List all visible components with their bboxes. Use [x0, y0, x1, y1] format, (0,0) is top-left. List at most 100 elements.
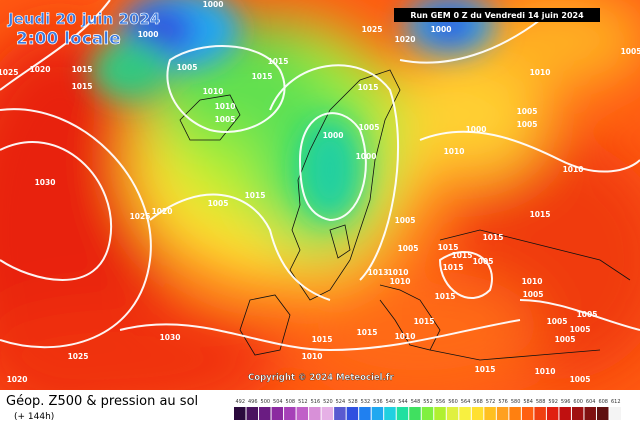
isobar-label: 1015	[475, 365, 496, 374]
colorbar-tick-label: 548	[411, 399, 421, 405]
isobar-label: 1015	[72, 65, 93, 74]
isobar-label: 1005	[177, 63, 198, 72]
colorbar-tick-label: 508	[286, 399, 296, 405]
colorbar-tick-label: 516	[311, 399, 321, 405]
colorbar-swatch	[509, 407, 521, 420]
forecast-lead: (+ 144h)	[14, 412, 54, 422]
colorbar-swatch	[596, 407, 609, 420]
colorbar-swatch	[459, 407, 471, 420]
isobar-label: 1020	[7, 375, 28, 384]
colorbar: 492 496 500 504 508 512 516 520 524 528 532 536 540 5…	[234, 399, 621, 420]
colorbar-tick-label: 520	[323, 399, 333, 405]
colorbar-tick-label: 528	[348, 399, 358, 405]
colorbar-swatch	[334, 407, 346, 420]
isobar-label: 1025	[362, 25, 383, 34]
isobar-label: 1030	[160, 333, 181, 342]
isobar-label: 1015	[443, 263, 464, 272]
colorbar-tick-label: 564	[461, 399, 471, 405]
isobar-label: 1005	[395, 216, 416, 225]
isobar-label: 1010	[522, 277, 543, 286]
colorbar-tick-label: 612	[611, 399, 621, 405]
colorbar-tick-label: 572	[486, 399, 496, 405]
isobar-label: 1005	[547, 317, 568, 326]
colorbar-swatch	[496, 407, 509, 420]
coastlines	[179, 69, 631, 361]
colorbar-tick-label: 604	[586, 399, 596, 405]
isobar-label: 1005	[398, 244, 419, 253]
colorbar-tick-label: 600	[573, 399, 583, 405]
isobar-label: 1005	[359, 123, 380, 132]
isobar-label: 1015	[245, 191, 266, 200]
isobar-label: 1005	[621, 47, 640, 56]
isobar-label: 1015	[268, 57, 289, 66]
colorbar-swatch	[259, 407, 271, 420]
colorbar-swatch	[384, 407, 396, 420]
colorbar-swatch	[234, 407, 246, 420]
isobar-label: 1005	[473, 257, 494, 266]
colorbar-tick-label: 580	[511, 399, 521, 405]
colorbar-swatch	[484, 407, 496, 420]
colorbar-swatch	[296, 407, 309, 420]
isobar-label: 1005	[570, 325, 591, 334]
colorbar-tick-label: 592	[548, 399, 558, 405]
colorbar-tick-label: 596	[561, 399, 571, 405]
colorbar-tick-label: 544	[398, 399, 408, 405]
isobar-label: 1013	[368, 268, 389, 277]
isobar-label: 1020	[30, 65, 51, 74]
isobar-label: 1015	[452, 251, 473, 260]
isobar-label: 1010	[444, 147, 465, 156]
colorbar-tick-label: 492	[235, 399, 245, 405]
isobar-label: 1010	[563, 165, 584, 174]
colorbar-swatch	[396, 407, 409, 420]
isobar-label: 1015	[252, 72, 273, 81]
colorbar-swatch	[471, 407, 484, 420]
isobar-label: 1015	[72, 82, 93, 91]
colorbar-swatch	[521, 407, 534, 420]
colorbar-tick-label: 556	[436, 399, 446, 405]
isobar-label: 1025	[0, 68, 18, 77]
colorbar-swatch	[534, 407, 546, 420]
isobar-label: 1015	[435, 292, 456, 301]
colorbar-swatch	[284, 407, 296, 420]
colorbar-tick-label: 584	[523, 399, 533, 405]
isobar-label: 1000	[356, 152, 377, 161]
isobar-label: 1010	[530, 68, 551, 77]
colorbar-tick-label: 512	[298, 399, 308, 405]
isobars	[0, 0, 640, 352]
copyright: Copyright © 2024 Meteociel.fr	[248, 373, 394, 383]
isobar-label: 1015	[530, 210, 551, 219]
isobar-label: 1005	[577, 310, 598, 319]
colorbar-tick-label: 568	[473, 399, 483, 405]
colorbar-swatch	[571, 407, 584, 420]
colorbar-swatch	[321, 407, 334, 420]
isobar-label: 1025	[130, 212, 151, 221]
colorbar-swatch	[359, 407, 371, 420]
isobar-label: 1010	[535, 367, 556, 376]
isobar-label: 1010	[302, 352, 323, 361]
isobar-label: 1005	[215, 115, 236, 124]
isobar-label: 1000	[466, 125, 487, 134]
footer-title: Géop. Z500 & pression au sol	[6, 394, 198, 409]
isobar-label: 1005	[517, 120, 538, 129]
colorbar-swatch	[371, 407, 384, 420]
colorbar-swatch	[309, 407, 321, 420]
isobar-label: 1005	[570, 375, 591, 384]
isobar-label: 1010	[203, 87, 224, 96]
colorbar-tick-label: 540	[386, 399, 396, 405]
colorbar-tick-label: 524	[336, 399, 346, 405]
colorbar-tick-label: 504	[273, 399, 283, 405]
colorbar-tick-label: 496	[248, 399, 258, 405]
colorbar-swatch	[409, 407, 421, 420]
colorbar-swatch	[559, 407, 571, 420]
isobar-label: 1015	[357, 328, 378, 337]
valid-time: 2:00 locale	[16, 29, 121, 49]
colorbar-swatch	[546, 407, 559, 420]
run-info: Run GEM 0 Z du Vendredi 14 juin 2024	[410, 11, 584, 20]
colorbar-tick-label: 500	[261, 399, 271, 405]
isobar-label: 1010	[215, 102, 236, 111]
colorbar-tick-label: 536	[373, 399, 383, 405]
run-box	[394, 8, 600, 22]
isobar-label: 1015	[358, 83, 379, 92]
